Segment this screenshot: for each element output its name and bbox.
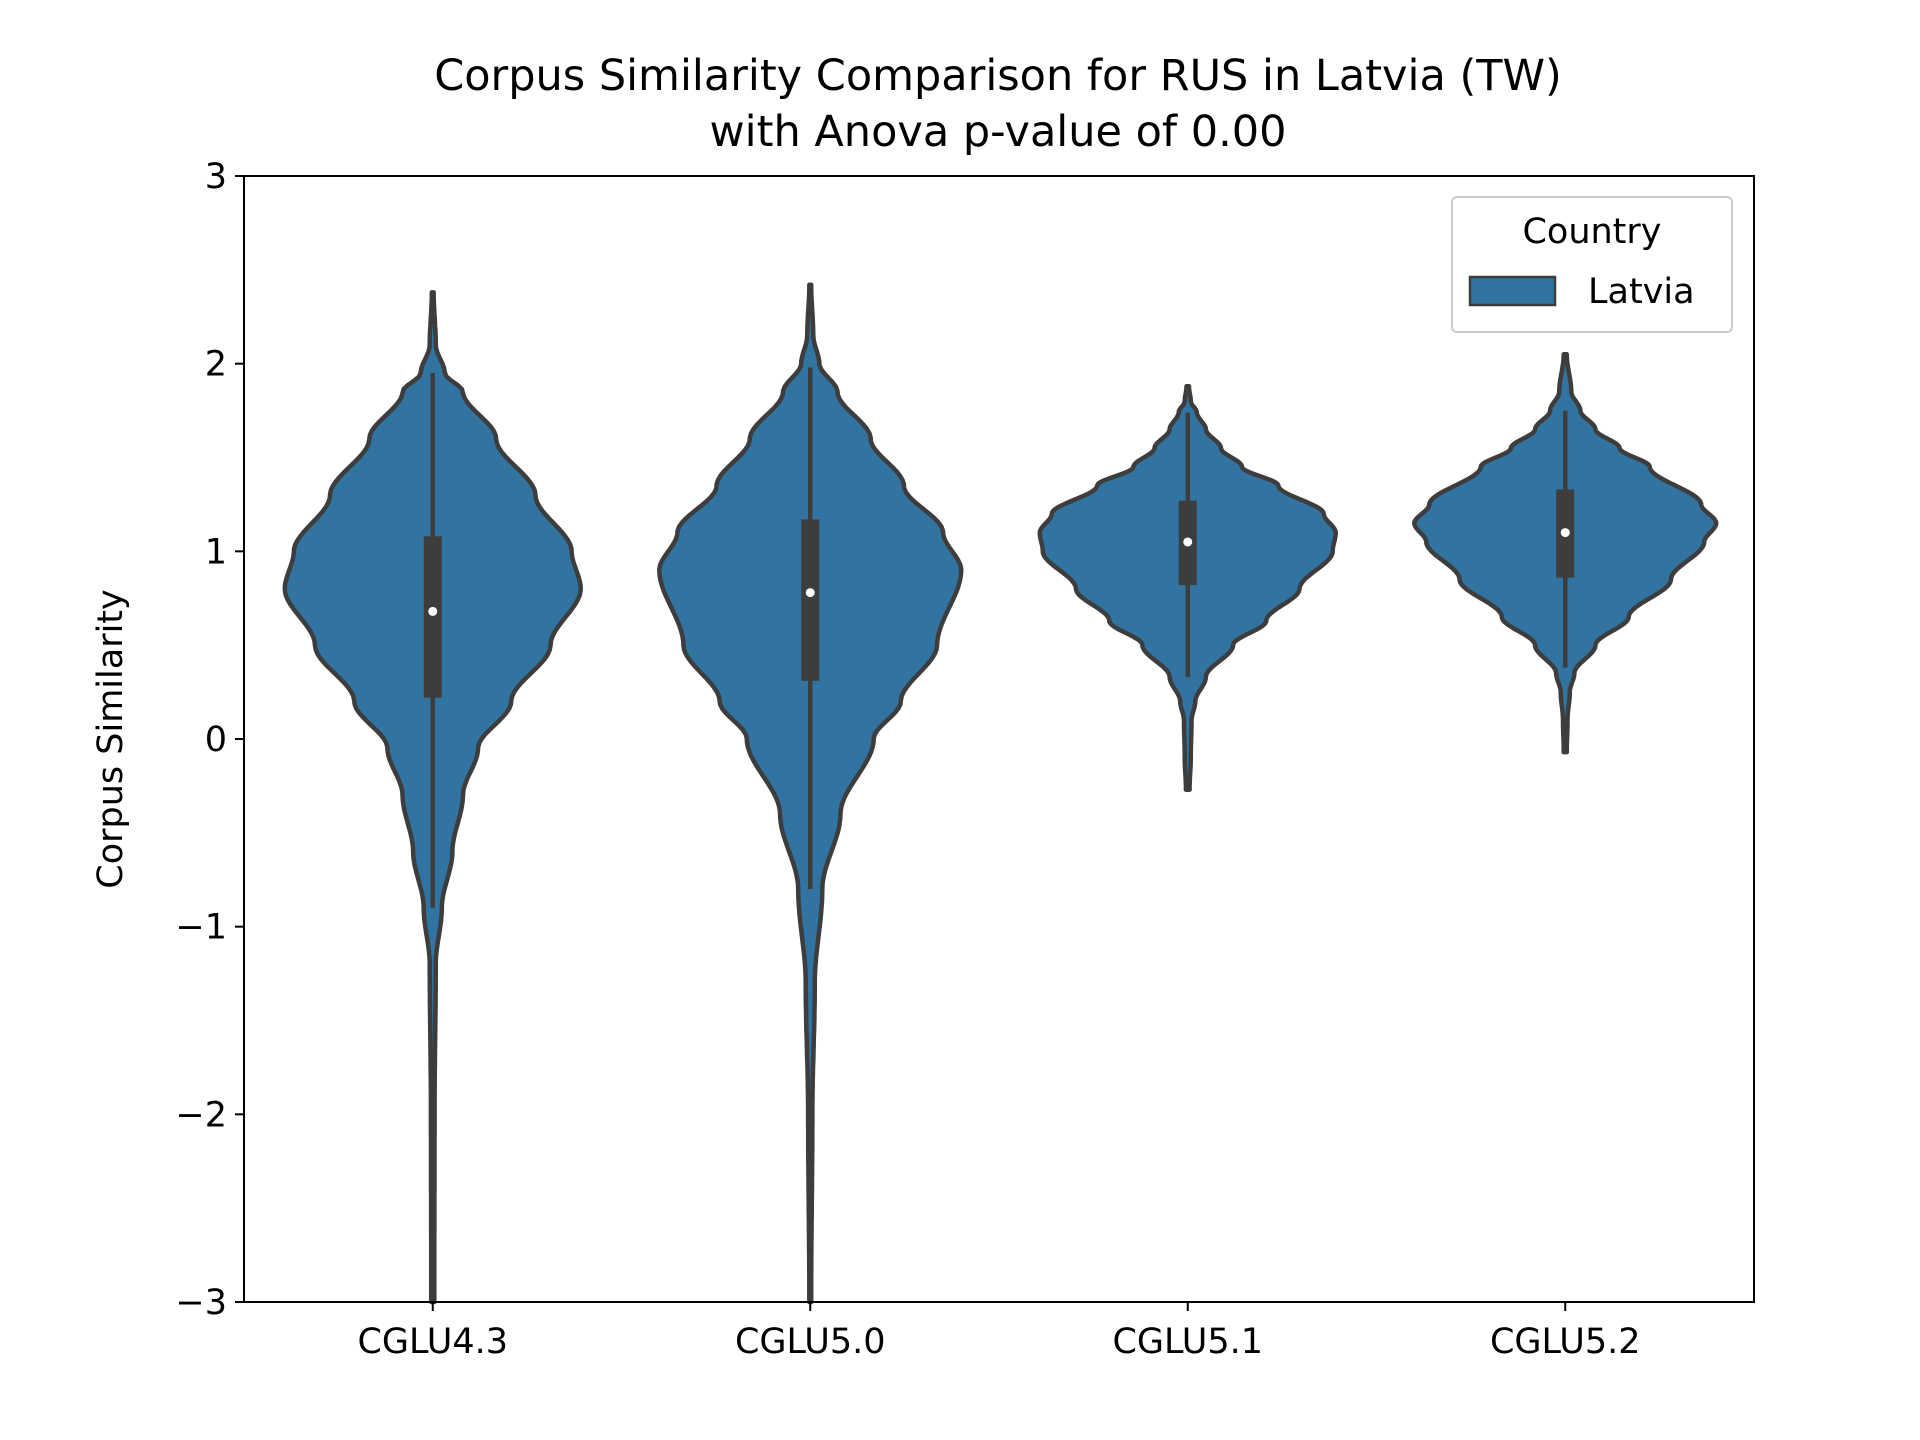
- violins-layer: [282, 282, 1719, 1305]
- legend-swatch-latvia: [1468, 275, 1557, 307]
- chart-title-line2: with Anova p-value of 0.00: [710, 107, 1287, 157]
- x-tick-label: CGLU5.1: [1112, 1322, 1263, 1362]
- y-tick-label: −1: [175, 908, 227, 948]
- y-tick-label: −2: [175, 1095, 227, 1135]
- violin-median-dot: [1183, 537, 1193, 547]
- y-axis: −3 −2 −1 0 1 2 3: [175, 157, 244, 1323]
- violin-median-dot: [805, 588, 815, 598]
- y-tick-label: 1: [205, 532, 227, 572]
- x-tick-label: CGLU5.0: [735, 1322, 886, 1362]
- violin-CGLU5.2: [1412, 352, 1719, 755]
- y-tick-label: 3: [205, 157, 227, 197]
- violin-iqr-box: [423, 536, 442, 698]
- y-tick-label: 2: [205, 345, 227, 385]
- legend-title: Country: [1522, 212, 1661, 252]
- violin-iqr-box: [801, 519, 820, 681]
- y-axis-label: Corpus Similarity: [91, 589, 131, 888]
- legend: Country Latvia: [1451, 196, 1733, 333]
- legend-label-latvia: Latvia: [1588, 272, 1695, 312]
- violin-median-dot: [428, 606, 438, 616]
- y-tick-label: −3: [175, 1283, 227, 1323]
- x-axis: CGLU4.3 CGLU5.0 CGLU5.1 CGLU5.2: [357, 1302, 1641, 1362]
- y-tick-label: 0: [205, 720, 227, 760]
- x-tick-label: CGLU4.3: [357, 1322, 508, 1362]
- x-tick-label: CGLU5.2: [1490, 1322, 1641, 1362]
- violin-CGLU5.1: [1037, 383, 1338, 792]
- chart-title-line1: Corpus Similarity Comparison for RUS in …: [434, 51, 1562, 101]
- violin-median-dot: [1560, 528, 1570, 538]
